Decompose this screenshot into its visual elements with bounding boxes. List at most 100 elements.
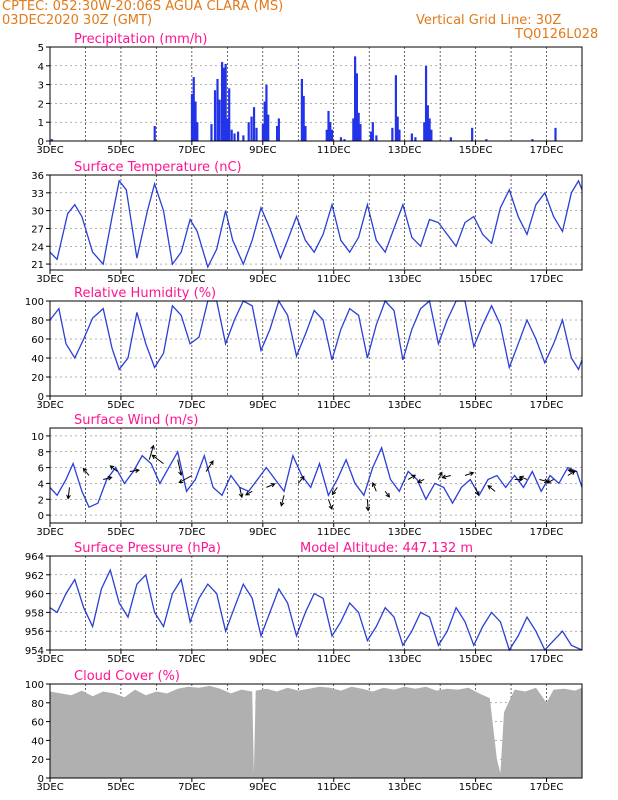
- precip-bar: [352, 118, 355, 141]
- y-tick-label: 4: [38, 62, 44, 73]
- precip-bar: [304, 125, 307, 141]
- wind-arrow: [475, 487, 480, 497]
- x-tick-label: 13DEC: [388, 145, 422, 156]
- precip-bar: [300, 78, 304, 141]
- panel-title: Cloud Cover (%): [74, 669, 180, 684]
- x-tick-label: 11DEC: [317, 274, 351, 285]
- x-tick-label: 5DEC: [107, 654, 134, 665]
- y-tick-label: 24: [31, 242, 44, 253]
- x-tick-label: 13DEC: [388, 274, 422, 285]
- x-tick-label: 15DEC: [459, 527, 493, 538]
- y-tick-label: 1: [38, 118, 44, 129]
- panel-frame: [49, 300, 583, 397]
- y-tick-label: 960: [25, 590, 44, 601]
- wind-arrow: [129, 468, 140, 473]
- y-tick-label: 954: [25, 646, 44, 657]
- precip-bar: [236, 131, 240, 141]
- panel-temp: 21 24 27 30 33 36 3DEC 5DEC 7DEC 9DEC 11DEC 13DEC 15…: [31, 160, 583, 285]
- header-station-line: CPTEC: 052:30W-20:06S AGUA CLARA (MS): [2, 0, 284, 14]
- wind-arrow: [331, 487, 338, 496]
- panel-frame: [49, 46, 583, 142]
- precip-bar: [302, 95, 305, 141]
- y-tick-label: 962: [25, 571, 44, 582]
- x-tick-label: 11DEC: [317, 527, 351, 538]
- precip-bar: [343, 139, 346, 141]
- precip-bar: [194, 101, 197, 141]
- precip-bar: [221, 62, 224, 141]
- x-tick-label: 3DEC: [36, 527, 63, 538]
- precip-bar: [50, 139, 53, 141]
- precip-bar: [277, 118, 280, 141]
- precip-bar: [226, 118, 229, 141]
- x-tick-label: 15DEC: [459, 782, 493, 793]
- precip-bar: [354, 56, 357, 141]
- y-tick-label: 40: [31, 736, 44, 747]
- precip-bar: [224, 63, 227, 141]
- y-tick-label: 5: [38, 43, 44, 54]
- precip-bar: [263, 101, 266, 141]
- precip-bar: [428, 118, 431, 141]
- y-tick-label: 21: [31, 260, 44, 271]
- wind-arrow: [82, 467, 90, 476]
- precip-bar: [216, 78, 219, 141]
- x-tick-label: 9DEC: [249, 145, 276, 156]
- precip-bar: [330, 129, 334, 141]
- precip-bar: [247, 122, 250, 141]
- x-tick-label: 17DEC: [530, 527, 564, 538]
- panel-precip: 0 1 2 3 4 5 3DEC 5DEC 7DEC 9DEC 11DEC 13DEC 15DEC 17D…: [36, 32, 583, 156]
- y-tick-label: 0: [38, 137, 44, 148]
- x-tick-label: 3DEC: [36, 145, 63, 156]
- x-tick-label: 9DEC: [249, 527, 276, 538]
- x-tick-label: 15DEC: [459, 145, 493, 156]
- precip-bar: [230, 129, 233, 141]
- x-tick-label: 5DEC: [107, 782, 134, 793]
- x-tick-label: 11DEC: [317, 400, 351, 411]
- panel-cloud: 0 20 40 60 80 100 3DEC 5DEC 7DEC 9DEC 11DEC 13DEC 15…: [25, 669, 583, 793]
- precip-bar: [265, 84, 268, 141]
- panel-frame: [49, 174, 583, 271]
- precip-bar: [210, 124, 213, 141]
- y-tick-label: 20: [31, 373, 44, 384]
- x-tick-label: 5DEC: [107, 527, 134, 538]
- wind-arrow: [327, 499, 334, 511]
- wind-arrow: [238, 487, 244, 499]
- y-tick-label: 100: [25, 297, 44, 308]
- x-tick-label: 9DEC: [249, 274, 276, 285]
- y-tick-label: 100: [25, 680, 44, 691]
- header-grid-line-note: Vertical Grid Line: 30Z: [416, 13, 562, 28]
- y-tick-label: 60: [31, 718, 44, 729]
- x-tick-label: 17DEC: [530, 274, 564, 285]
- wind-arrow: [546, 479, 554, 484]
- y-tick-label: 0: [38, 511, 44, 522]
- wind-arrow: [407, 474, 417, 480]
- x-tick-label: 17DEC: [530, 654, 564, 665]
- x-tick-label: 11DEC: [317, 145, 351, 156]
- x-tick-label: 7DEC: [178, 527, 205, 538]
- wind-arrow: [109, 465, 118, 472]
- precip-bar: [252, 107, 256, 141]
- x-tick-label: 9DEC: [249, 782, 276, 793]
- x-tick-label: 3DEC: [36, 274, 63, 285]
- precip-bar: [357, 112, 360, 141]
- precip-bar: [430, 129, 433, 141]
- rh-series-line: [49, 299, 583, 371]
- wind-arrow: [266, 482, 276, 488]
- y-tick-label: 2: [38, 495, 44, 506]
- precip-bar: [329, 122, 332, 141]
- precip-bar: [369, 131, 373, 141]
- precip-bar: [233, 133, 236, 141]
- x-tick-label: 3DEC: [36, 654, 63, 665]
- x-tick-label: 11DEC: [317, 654, 351, 665]
- precip-bar: [339, 137, 343, 141]
- wind-arrow: [437, 471, 443, 480]
- y-tick-label: 36: [31, 171, 44, 182]
- x-tick-label: 9DEC: [249, 400, 276, 411]
- precip-bar: [396, 116, 399, 141]
- y-tick-label: 0: [38, 774, 44, 785]
- wind-arrow: [297, 475, 305, 484]
- wind-arrow: [66, 487, 71, 500]
- precip-bar: [190, 94, 194, 141]
- y-tick-label: 80: [31, 316, 44, 327]
- wind-arrow: [519, 475, 528, 481]
- y-tick-label: 964: [25, 552, 44, 563]
